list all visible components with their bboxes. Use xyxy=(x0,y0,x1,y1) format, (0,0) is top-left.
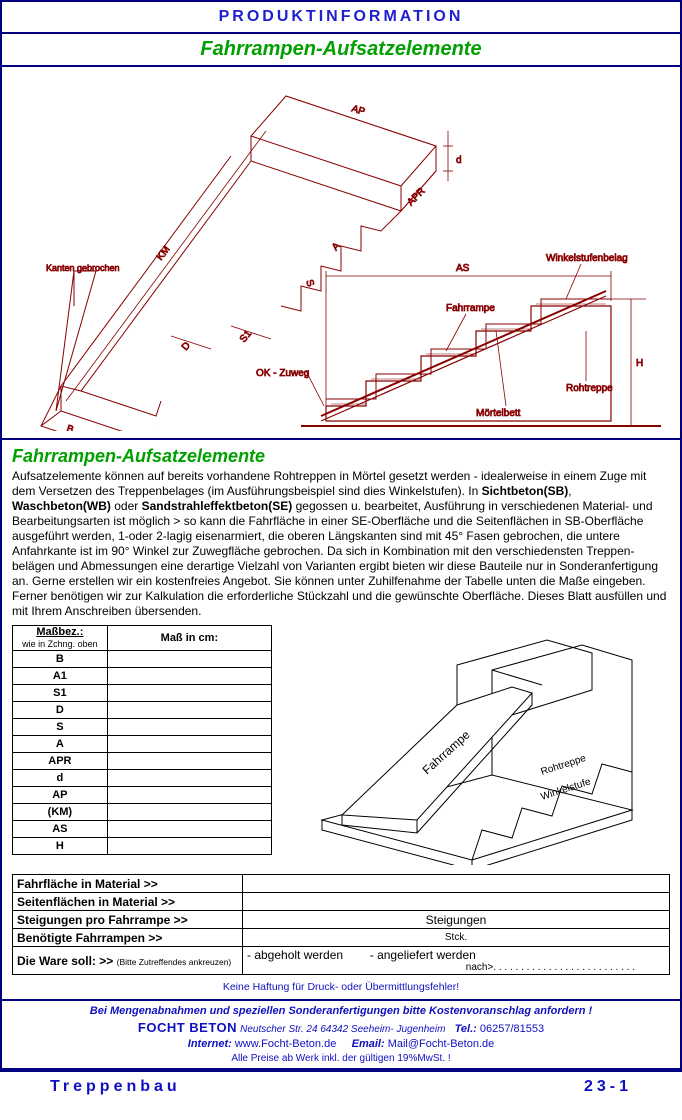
dim-b: B xyxy=(65,423,75,431)
dim-input[interactable] xyxy=(107,685,271,702)
title-row: Fahrrampen-Aufsatzelemente xyxy=(2,32,680,67)
assembly-illustration: Fahrrampe Rohtreppe Winkelstufe xyxy=(282,625,670,868)
disclaimer: Keine Haftung für Druck- oder Übermittlu… xyxy=(12,981,670,993)
form-row-label: Steigungen pro Fahrrampe >> xyxy=(13,911,243,929)
footer-brand: FOCHT BETON xyxy=(138,1020,237,1035)
content-panel: Fahrrampen-Aufsatzelemente Aufsatzelemen… xyxy=(2,440,680,999)
technical-diagram: AP APR d KM A S D S1 B A1 Kanten gebroc xyxy=(2,67,680,440)
label-kanten: Kanten gebrochen xyxy=(46,263,120,273)
dim-input[interactable] xyxy=(107,787,271,804)
form-row-label: Fahrfläche in Material >> xyxy=(13,875,243,893)
dim-row: B xyxy=(13,651,108,668)
footer-band: Bei Mengenabnahmen und speziellen Sonder… xyxy=(2,999,680,1070)
dim-input[interactable] xyxy=(107,838,271,855)
dim-header-left: Maßbez.: xyxy=(36,626,83,638)
label-ok: OK - Zuweg xyxy=(256,368,309,379)
illus-rohtreppe: Rohtreppe xyxy=(540,753,588,778)
dim-row: S1 xyxy=(13,685,108,702)
dim-s: S xyxy=(303,278,316,288)
dim-input[interactable] xyxy=(107,651,271,668)
footer-addr: Neutscher Str. 24 64342 Seeheim- Jugenhe… xyxy=(240,1024,445,1035)
dim-h: H xyxy=(636,358,643,369)
footer-line1: Bei Mengenabnahmen und speziellen Sonder… xyxy=(6,1004,676,1019)
page-footer: Treppenbau 23-1 xyxy=(0,1072,682,1102)
form-input[interactable] xyxy=(243,875,670,893)
label-fahrrampe: Fahrrampe xyxy=(446,303,495,314)
dim-row: S xyxy=(13,719,108,736)
dimensions-table: Maßbez.: wie in Zchng. oben Maß in cm: B… xyxy=(12,625,272,855)
dim-row: AS xyxy=(13,821,108,838)
dim-apr: APR xyxy=(405,186,427,208)
illus-winkelstufe: Winkelstufe xyxy=(540,776,593,803)
body-text: Aufsatzelemente können auf bereits vorha… xyxy=(12,469,670,619)
dim-input[interactable] xyxy=(107,736,271,753)
order-form-table: Fahrfläche in Material >> Seitenflächen … xyxy=(12,874,670,975)
dim-input[interactable] xyxy=(107,821,271,838)
label-rohtreppe: Rohtreppe xyxy=(566,383,613,394)
form-row-label: Benötigte Fahrrampen >> xyxy=(13,929,243,947)
dim-as: AS xyxy=(456,263,470,274)
dim-input[interactable] xyxy=(107,702,271,719)
pagefoot-left: Treppenbau xyxy=(50,1078,181,1096)
dim-input[interactable] xyxy=(107,753,271,770)
dim-input[interactable] xyxy=(107,719,271,736)
dim-row: d xyxy=(13,770,108,787)
footer-preise: Alle Preise ab Werk inkl. der gültigen 1… xyxy=(6,1052,676,1066)
dim-row: A xyxy=(13,736,108,753)
dim-row: H xyxy=(13,838,108,855)
dim-row: D xyxy=(13,702,108,719)
form-input[interactable] xyxy=(243,893,670,911)
form-value[interactable]: Stck. xyxy=(243,929,670,947)
dim-input[interactable] xyxy=(107,668,271,685)
dim-input[interactable] xyxy=(107,770,271,787)
pagefoot-right: 23-1 xyxy=(584,1078,632,1096)
page-title: Fahrrampen-Aufsatzelemente xyxy=(200,38,481,60)
dim-row: APR xyxy=(13,753,108,770)
form-row-label: Die Ware soll: >> (Bitte Zutreffendes an… xyxy=(13,947,243,975)
dim-row: AP xyxy=(13,787,108,804)
form-row-label: Seitenflächen in Material >> xyxy=(13,893,243,911)
label-winkel: Winkelstufenbelag xyxy=(546,253,628,264)
dim-ap: AP xyxy=(350,103,366,118)
dim-header-right: Maß in cm: xyxy=(107,626,271,651)
dim-d: d xyxy=(456,155,462,166)
dim-row: A1 xyxy=(13,668,108,685)
form-delivery-options[interactable]: - abgeholt werden - angeliefert werden n… xyxy=(243,947,670,975)
dim-header-left-sub: wie in Zchng. oben xyxy=(22,639,98,649)
dim-a1: A1 xyxy=(144,429,159,431)
dim-input[interactable] xyxy=(107,804,271,821)
dim-row: (KM) xyxy=(13,804,108,821)
section-title: Fahrrampen-Aufsatzelemente xyxy=(12,446,670,467)
header-band: PRODUKTINFORMATION xyxy=(2,2,680,32)
label-moertel: Mörtelbett xyxy=(476,408,521,419)
form-value[interactable]: Steigungen xyxy=(243,911,670,929)
